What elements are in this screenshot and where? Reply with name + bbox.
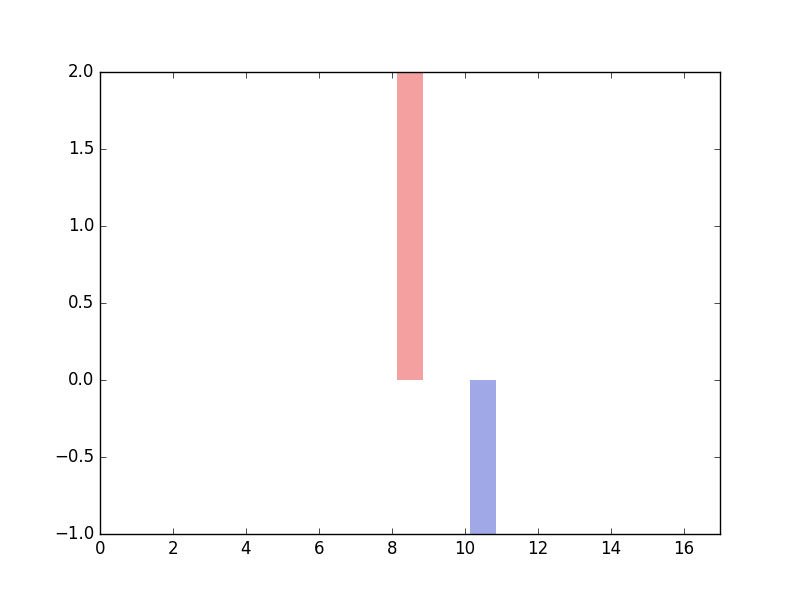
Bar [470,380,496,534]
Bar [398,72,422,380]
